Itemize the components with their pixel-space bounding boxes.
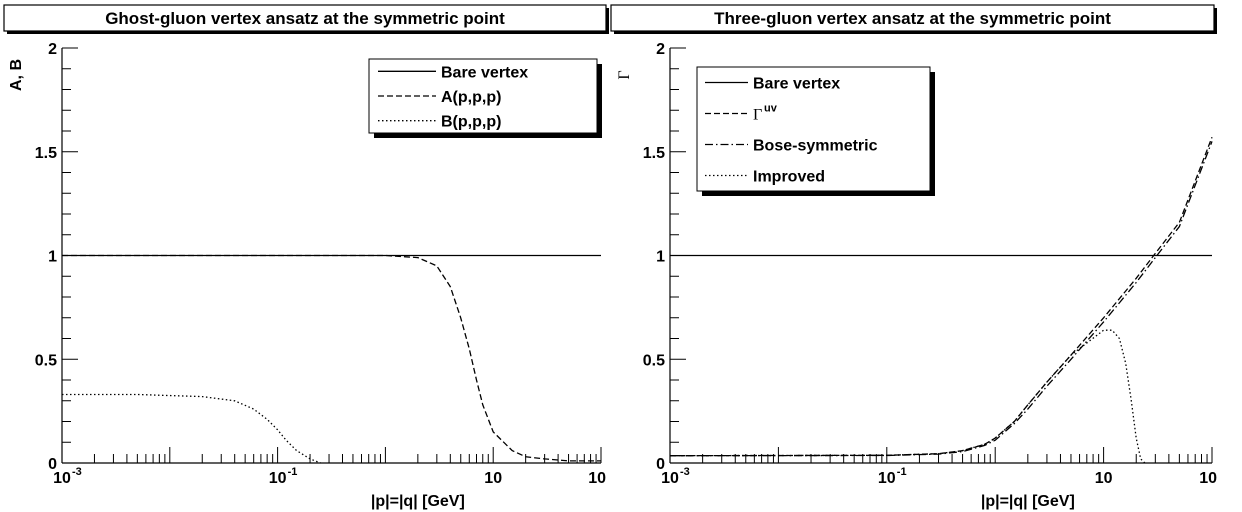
ghost-gluon-panel: Ghost-gluon vertex ansatz at the symmetr… — [3, 4, 609, 510]
x-tick-label: 10 — [878, 470, 896, 487]
legend-label: Γ — [753, 107, 762, 124]
y-tick-label: 1 — [48, 249, 57, 266]
legend-box — [696, 66, 931, 192]
x-tick-exponent: -1 — [288, 466, 298, 478]
legend-label: Improved — [753, 169, 825, 186]
y-tick-label: 1 — [656, 249, 665, 266]
y-tick-label: 2 — [48, 41, 57, 58]
title-box — [610, 4, 1215, 32]
y-tick-label: 1.5 — [643, 145, 665, 162]
series-line — [62, 254, 601, 462]
x-tick-label: 10 — [588, 470, 606, 487]
x-tick-label: 10 — [661, 470, 679, 487]
y-axis-label: A, B — [8, 59, 25, 91]
x-tick-exponent: -1 — [897, 466, 907, 478]
series-line — [62, 393, 321, 464]
series-line — [669, 141, 1213, 457]
y-tick-label: 0 — [48, 456, 57, 473]
y-tick-label: 0.5 — [35, 352, 57, 369]
y-axis-label: Γ — [616, 70, 633, 79]
x-tick-exponent: -3 — [680, 466, 690, 478]
chart-title: Three-gluon vertex ansatz at the symmetr… — [714, 9, 1111, 28]
y-tick-label: 0 — [656, 456, 665, 473]
x-tick-label: 10 — [1095, 470, 1113, 487]
legend-label: A(p,p,p) — [441, 89, 501, 106]
series-line — [669, 329, 1146, 464]
series-line — [669, 136, 1213, 457]
title-box — [3, 4, 607, 32]
x-tick-label: 10 — [53, 470, 71, 487]
chart-title: Ghost-gluon vertex ansatz at the symmetr… — [105, 9, 505, 28]
y-tick-label: 2 — [656, 41, 665, 58]
legend-label-superscript: uv — [764, 103, 778, 115]
x-axis-label: |p|=|q| [GeV] — [371, 493, 465, 510]
legend-label: B(p,p,p) — [441, 114, 501, 131]
x-tick-label: 10 — [484, 470, 502, 487]
x-axis-label: |p|=|q| [GeV] — [981, 493, 1075, 510]
x-tick-exponent: -3 — [72, 466, 82, 478]
legend-label: Bare vertex — [753, 76, 840, 93]
x-tick-label: 10 — [1199, 470, 1217, 487]
legend-label: Bose-symmetric — [753, 138, 878, 155]
x-tick-label: 10 — [269, 470, 287, 487]
legend-label: Bare vertex — [441, 64, 528, 81]
three-gluon-panel: Three-gluon vertex ansatz at the symmetr… — [610, 4, 1217, 510]
y-tick-label: 0.5 — [643, 352, 665, 369]
y-tick-label: 1.5 — [35, 145, 57, 162]
